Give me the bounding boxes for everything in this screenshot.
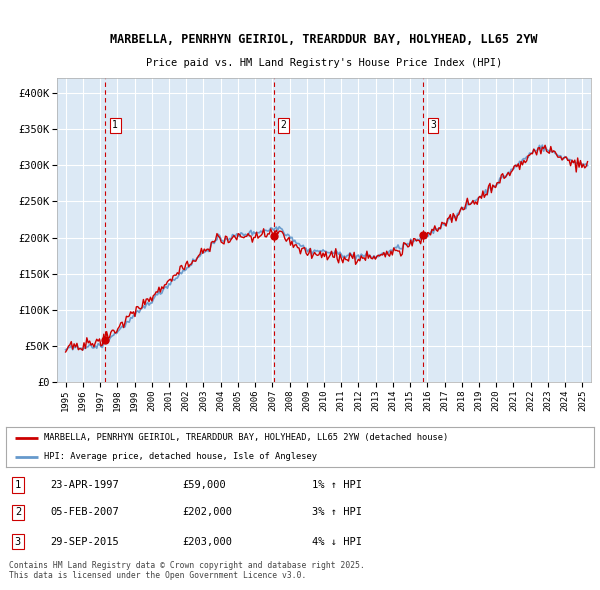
Text: £203,000: £203,000 bbox=[182, 537, 232, 547]
Text: 4% ↓ HPI: 4% ↓ HPI bbox=[312, 537, 362, 547]
Text: £202,000: £202,000 bbox=[182, 507, 232, 517]
Text: 1% ↑ HPI: 1% ↑ HPI bbox=[312, 480, 362, 490]
Text: 2: 2 bbox=[15, 507, 21, 517]
Text: MARBELLA, PENRHYN GEIRIOL, TREARDDUR BAY, HOLYHEAD, LL65 2YW (detached house): MARBELLA, PENRHYN GEIRIOL, TREARDDUR BAY… bbox=[44, 433, 448, 442]
Text: 23-APR-1997: 23-APR-1997 bbox=[50, 480, 119, 490]
Text: 3% ↑ HPI: 3% ↑ HPI bbox=[312, 507, 362, 517]
Text: Contains HM Land Registry data © Crown copyright and database right 2025.
This d: Contains HM Land Registry data © Crown c… bbox=[9, 561, 365, 581]
Text: 1: 1 bbox=[15, 480, 21, 490]
Text: HPI: Average price, detached house, Isle of Anglesey: HPI: Average price, detached house, Isle… bbox=[44, 452, 317, 461]
Text: MARBELLA, PENRHYN GEIRIOL, TREARDDUR BAY, HOLYHEAD, LL65 2YW: MARBELLA, PENRHYN GEIRIOL, TREARDDUR BAY… bbox=[110, 33, 538, 46]
Text: Price paid vs. HM Land Registry's House Price Index (HPI): Price paid vs. HM Land Registry's House … bbox=[146, 58, 502, 68]
Text: 3: 3 bbox=[430, 120, 436, 130]
Text: 05-FEB-2007: 05-FEB-2007 bbox=[50, 507, 119, 517]
Text: £59,000: £59,000 bbox=[182, 480, 226, 490]
Text: 3: 3 bbox=[15, 537, 21, 547]
Text: 1: 1 bbox=[112, 120, 118, 130]
Text: 29-SEP-2015: 29-SEP-2015 bbox=[50, 537, 119, 547]
Text: 2: 2 bbox=[281, 120, 287, 130]
